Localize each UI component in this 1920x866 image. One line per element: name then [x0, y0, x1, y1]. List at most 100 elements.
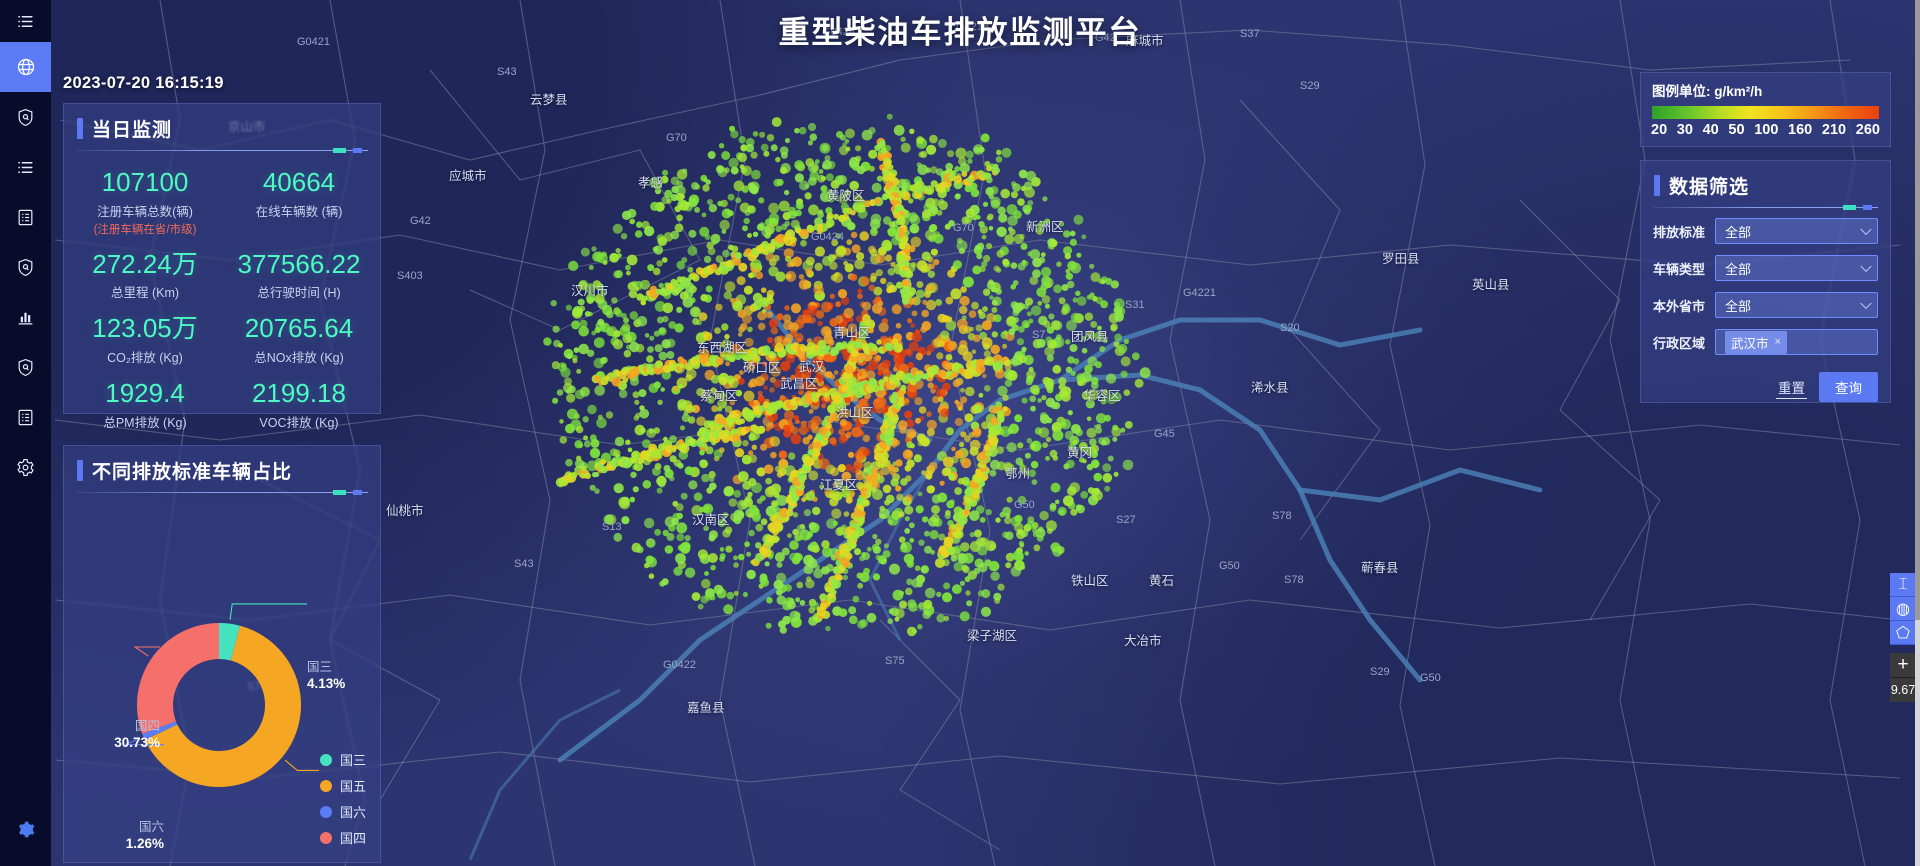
- globe-icon[interactable]: ◍: [1890, 597, 1916, 621]
- donut-legend[interactable]: 国三国五国六国四: [319, 750, 366, 847]
- accent-bar-icon: [1654, 175, 1660, 196]
- legend-tick: 160: [1788, 122, 1813, 138]
- shield-icon-2[interactable]: [0, 242, 51, 292]
- stat-item: 1929.4 总PM排放 (Kg): [68, 374, 222, 437]
- zoom-level-value: 9.67: [1890, 678, 1916, 702]
- stats-grid: 107100 注册车辆总数(辆) (注册车辆在省/市级) 40664 在线车辆数 (辆)…: [64, 151, 380, 437]
- measure-icon[interactable]: ⌶: [1890, 573, 1916, 597]
- stat-label: VOC排放 (Kg): [259, 415, 339, 430]
- chevron-down-icon: [1860, 297, 1872, 310]
- reset-button[interactable]: 重置: [1776, 376, 1807, 399]
- filter-select[interactable]: 全部: [1715, 255, 1878, 281]
- stat-item: 20765.64 总NOx排放 (Kg): [222, 309, 376, 372]
- accent-bar-icon: [77, 118, 83, 139]
- donut-slice-label: 国六: [139, 820, 164, 834]
- menu-list-icon[interactable]: [0, 0, 51, 42]
- filter-tag[interactable]: 武汉市 ×: [1725, 330, 1787, 354]
- polygon-icon[interactable]: ⬠: [1890, 621, 1916, 645]
- legend-color-dot: [319, 753, 332, 766]
- legend-item[interactable]: 国五: [319, 776, 366, 795]
- filter-label: 排放标准: [1653, 224, 1706, 240]
- donut-slice-label: 国四: [135, 719, 160, 733]
- current-datetime: 2023-07-20 16:15:19: [63, 74, 224, 92]
- gear-icon[interactable]: [0, 442, 51, 492]
- stat-value: 377566.22: [237, 248, 361, 279]
- legend-item[interactable]: 国六: [319, 802, 366, 821]
- zoom-in-button[interactable]: +: [1890, 653, 1916, 678]
- report-icon-1[interactable]: [0, 192, 51, 242]
- donut-panel-title: 不同排放标准车辆占比: [92, 462, 293, 483]
- shield-icon-3[interactable]: [0, 342, 51, 392]
- stat-item: 2199.18 VOC排放 (Kg): [222, 374, 376, 437]
- legend-color-dot: [319, 805, 332, 818]
- stat-label: 总PM排放 (Kg): [103, 415, 187, 430]
- legend-item[interactable]: 国三: [319, 750, 366, 769]
- filter-row: 行政区域 武汉市 ×: [1653, 329, 1878, 355]
- legend-item-label: 国六: [339, 805, 366, 820]
- filter-row: 车辆类型 全部: [1653, 255, 1878, 281]
- map-tool-buttons[interactable]: ⌶ ◍ ⬠: [1890, 573, 1916, 645]
- scrollbar-thumb[interactable]: [1915, 0, 1920, 620]
- divider: [1653, 205, 1878, 210]
- legend-tick: 210: [1821, 122, 1847, 138]
- filter-select-value: 全部: [1725, 224, 1752, 240]
- stat-label: 在线车辆数 (辆): [255, 204, 343, 219]
- query-button[interactable]: 查询: [1819, 372, 1878, 402]
- legend-item-label: 国四: [339, 831, 366, 846]
- filter-select[interactable]: 全部: [1715, 218, 1878, 244]
- legend-tick: 30: [1676, 122, 1693, 138]
- legend-tick: 100: [1754, 122, 1779, 138]
- donut-leader-line: [284, 759, 319, 771]
- donut-slice[interactable]: [142, 721, 178, 740]
- stat-item: 377566.22 总行驶时间 (H): [222, 245, 376, 308]
- chart-icon[interactable]: [0, 292, 51, 342]
- stat-value: 123.05万: [92, 313, 198, 344]
- stat-value: 2199.18: [252, 378, 346, 409]
- filter-row: 本外省市 全部: [1653, 292, 1878, 318]
- filter-tags-input[interactable]: 武汉市 ×: [1715, 329, 1878, 355]
- filter-label: 车辆类型: [1653, 261, 1706, 277]
- legend-unit-label: 图例单位: g/km²/h: [1652, 84, 1763, 99]
- emission-standard-share-panel: 不同排放标准车辆占比 国三4.13%国五63.88%国六1.26%国四30.73…: [63, 445, 381, 863]
- left-nav-rail[interactable]: [0, 0, 51, 866]
- filter-select[interactable]: 全部: [1715, 292, 1878, 318]
- tag-remove-icon[interactable]: ×: [1774, 336, 1781, 348]
- stat-label: 总行驶时间 (H): [257, 286, 341, 301]
- legend-tick: 40: [1702, 122, 1719, 138]
- panel-header: 当日监测: [64, 104, 380, 149]
- divider: [76, 490, 368, 495]
- panel-header: 不同排放标准车辆占比: [64, 446, 380, 491]
- divider-marker-a: [333, 490, 346, 495]
- list-icon-2[interactable]: [0, 142, 51, 192]
- data-filter-panel: 数据筛选 排放标准 全部 车辆类型 全部 本外省市 全部 行政区域 武汉市 × 重置 查询: [1640, 160, 1891, 403]
- filter-label: 本外省市: [1653, 298, 1706, 314]
- stats-panel-title: 当日监测: [92, 120, 173, 141]
- settings-gear-icon[interactable]: [0, 804, 51, 854]
- donut-slice[interactable]: [144, 625, 301, 787]
- donut-leader-line: [229, 603, 307, 620]
- daily-monitor-panel: 当日监测 107100 注册车辆总数(辆) (注册车辆在省/市级) 40664 在线车辆…: [63, 103, 381, 430]
- panel-header: 数据筛选: [1641, 161, 1890, 206]
- donut-slice-label: 国三: [307, 660, 332, 674]
- stat-item: 40664 在线车辆数 (辆): [222, 163, 376, 243]
- legend-item-label: 国三: [339, 753, 366, 768]
- report-icon-2[interactable]: [0, 392, 51, 442]
- legend-tick: 260: [1855, 122, 1880, 138]
- legend-item[interactable]: 国四: [319, 828, 366, 847]
- stat-value: 272.24万: [92, 248, 198, 279]
- map-zoom-controls[interactable]: + 9.67: [1890, 653, 1916, 702]
- donut-slice-value: 4.13%: [307, 676, 345, 691]
- legend-tick: 20: [1651, 122, 1668, 138]
- globe-icon[interactable]: [0, 42, 51, 92]
- stat-value: 40664: [262, 167, 336, 197]
- donut-slice-value: 1.26%: [126, 836, 164, 851]
- stat-value: 1929.4: [105, 378, 185, 409]
- page-scrollbar[interactable]: [1915, 0, 1920, 866]
- donut-slice[interactable]: [219, 623, 241, 661]
- filter-label: 行政区域: [1653, 335, 1706, 351]
- accent-bar-icon: [77, 460, 83, 481]
- shield-icon-1[interactable]: [0, 92, 51, 142]
- donut-slice[interactable]: [137, 623, 219, 734]
